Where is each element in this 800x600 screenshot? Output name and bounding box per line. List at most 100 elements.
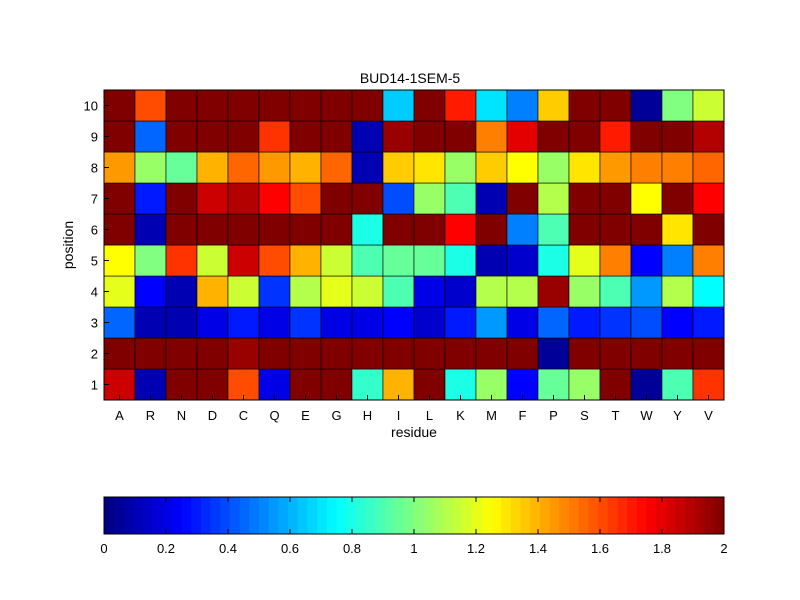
colorbar-segment bbox=[714, 497, 725, 534]
colorbar-segment bbox=[384, 497, 396, 534]
colorbar-segment bbox=[404, 497, 415, 534]
heatmap-cell-F-6 bbox=[506, 213, 539, 246]
y-tick-label: 2 bbox=[91, 347, 98, 362]
heatmap-cell-R-6 bbox=[134, 213, 167, 246]
colorbar-segment bbox=[452, 497, 463, 534]
heatmap-cell-E-2 bbox=[289, 337, 322, 370]
y-tick-labels: 1 2 3 4 5 6 7 8 9 10 bbox=[84, 99, 109, 393]
heatmap-cell-E-9 bbox=[289, 120, 322, 153]
colorbar-segment bbox=[162, 497, 173, 534]
x-tick-label: R bbox=[146, 408, 155, 423]
heatmap-cell-I-5 bbox=[382, 244, 415, 277]
heatmap-cell-C-8 bbox=[227, 151, 260, 184]
colorbar-segment bbox=[530, 497, 541, 534]
colorbar-segment bbox=[665, 497, 676, 534]
heatmap-cell-L-2 bbox=[413, 337, 446, 370]
colorbar-segment bbox=[520, 497, 531, 534]
heatmap-cell-E-10 bbox=[289, 89, 322, 122]
heatmap-cell-V-9 bbox=[692, 120, 725, 153]
heatmap-cell-Q-10 bbox=[258, 89, 291, 122]
colorbar-segment bbox=[491, 497, 502, 534]
heatmap-cell-K-5 bbox=[444, 244, 477, 277]
x-tick-label: W bbox=[640, 408, 653, 423]
heatmap-cell-S-7 bbox=[568, 182, 601, 215]
heatmap-cell-F-3 bbox=[506, 306, 539, 339]
heatmap-cell-D-4 bbox=[196, 275, 229, 308]
colorbar-tick-labels: 0 0.2 0.4 0.6 0.8 1 1.2 1.4 1.6 1.8 2 bbox=[100, 497, 728, 556]
x-tick-label: F bbox=[519, 408, 527, 423]
heatmap-cell-T-5 bbox=[599, 244, 632, 277]
heatmap-cell-T-3 bbox=[599, 306, 632, 339]
colorbar-segment bbox=[414, 497, 425, 534]
heatmap-cell-F-10 bbox=[506, 89, 539, 122]
heatmap-cell-T-7 bbox=[599, 182, 632, 215]
heatmap-cell-E-7 bbox=[289, 182, 322, 215]
heatmap-cell-H-2 bbox=[351, 337, 384, 370]
heatmap-cell-K-8 bbox=[444, 151, 477, 184]
heatmap-cell-D-3 bbox=[196, 306, 229, 339]
x-tick-label: D bbox=[208, 408, 217, 423]
heatmap-cell-V-8 bbox=[692, 151, 725, 184]
x-tick-label: S bbox=[580, 408, 589, 423]
heatmap-cell-Y-8 bbox=[661, 151, 694, 184]
y-tick-label: 6 bbox=[91, 223, 98, 238]
heatmap-cell-W-6 bbox=[630, 213, 663, 246]
heatmap-cell-N-3 bbox=[165, 306, 198, 339]
colorbar-segment bbox=[549, 497, 560, 534]
heatmap-cell-V-4 bbox=[692, 275, 725, 308]
heatmap-cell-C-3 bbox=[227, 306, 260, 339]
heatmap-cell-R-1 bbox=[134, 368, 167, 401]
heatmap-cell-H-5 bbox=[351, 244, 384, 277]
colorbar-segment bbox=[462, 497, 473, 534]
heatmap-cell-G-9 bbox=[320, 120, 353, 153]
colorbar-tick-label: 1 bbox=[410, 541, 417, 556]
colorbar-segment bbox=[588, 497, 599, 534]
colorbar-segment bbox=[704, 497, 715, 534]
y-tick-label: 9 bbox=[91, 130, 98, 145]
heatmap-cell-S-6 bbox=[568, 213, 601, 246]
heatmap-cell-E-5 bbox=[289, 244, 322, 277]
heatmap-cell-M-8 bbox=[475, 151, 508, 184]
heatmap-cell-R-8 bbox=[134, 151, 167, 184]
heatmap-cell-G-7 bbox=[320, 182, 353, 215]
colorbar-segment bbox=[685, 497, 696, 534]
heatmap-cell-S-2 bbox=[568, 337, 601, 370]
heatmap-cell-D-6 bbox=[196, 213, 229, 246]
heatmap-cell-F-7 bbox=[506, 182, 539, 215]
colorbar-segment bbox=[627, 497, 638, 534]
heatmap-cell-P-2 bbox=[537, 337, 570, 370]
colorbar-segment bbox=[249, 497, 260, 534]
heatmap-cell-W-2 bbox=[630, 337, 663, 370]
heatmap-cell-H-10 bbox=[351, 89, 384, 122]
heatmap-cell-I-9 bbox=[382, 120, 415, 153]
x-tick-label: I bbox=[397, 408, 401, 423]
heatmap-cell-Y-7 bbox=[661, 182, 694, 215]
heatmap-cell-C-9 bbox=[227, 120, 260, 153]
heatmap-cell-T-8 bbox=[599, 151, 632, 184]
heatmap-cell-V-7 bbox=[692, 182, 725, 215]
colorbar-tick-label: 0.2 bbox=[157, 541, 175, 556]
heatmap-cell-I-3 bbox=[382, 306, 415, 339]
colorbar-tick-label: 0.4 bbox=[219, 541, 237, 556]
heatmap-cell-I-8 bbox=[382, 151, 415, 184]
heatmap-cell-T-2 bbox=[599, 337, 632, 370]
heatmap-cell-M-4 bbox=[475, 275, 508, 308]
heatmap-cell-Q-9 bbox=[258, 120, 291, 153]
heatmap-cell-S-1 bbox=[568, 368, 601, 401]
heatmap-cell-L-5 bbox=[413, 244, 446, 277]
colorbar-segment bbox=[481, 497, 492, 534]
heatmap-cell-L-8 bbox=[413, 151, 446, 184]
heatmap-cell-T-1 bbox=[599, 368, 632, 401]
colorbar-segment bbox=[288, 497, 299, 534]
heatmap-cell-W-5 bbox=[630, 244, 663, 277]
colorbar-tick-label: 0.6 bbox=[281, 541, 299, 556]
heatmap-cell-E-8 bbox=[289, 151, 322, 184]
x-tick-label: G bbox=[331, 408, 341, 423]
colorbar-segment bbox=[326, 497, 337, 534]
heatmap-cell-H-3 bbox=[351, 306, 384, 339]
heatmap-cell-C-4 bbox=[227, 275, 260, 308]
heatmap-cell-M-10 bbox=[475, 89, 508, 122]
heatmap-cell-A-9 bbox=[103, 120, 136, 153]
x-tick-label: E bbox=[301, 408, 310, 423]
heatmap-cell-Y-5 bbox=[661, 244, 694, 277]
